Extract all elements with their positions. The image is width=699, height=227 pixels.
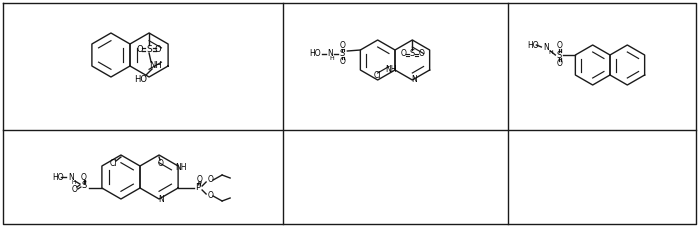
Text: O: O	[419, 49, 424, 59]
Text: O: O	[158, 158, 164, 168]
Text: O: O	[556, 42, 562, 50]
Text: O: O	[207, 175, 213, 185]
Text: O: O	[207, 192, 213, 200]
Text: O: O	[196, 175, 202, 183]
Text: O: O	[340, 42, 345, 50]
Text: S: S	[340, 49, 345, 59]
Text: S: S	[410, 49, 415, 59]
Text: NH: NH	[149, 61, 161, 69]
Text: HO: HO	[134, 74, 147, 84]
Text: O: O	[154, 44, 161, 54]
Text: S: S	[556, 50, 562, 59]
Text: N: N	[544, 44, 549, 52]
Text: O: O	[401, 49, 406, 59]
Text: NH: NH	[385, 66, 397, 74]
Text: N: N	[68, 173, 74, 183]
Text: Cl: Cl	[109, 158, 117, 168]
Text: NH: NH	[175, 163, 187, 173]
Text: O: O	[72, 185, 78, 195]
Text: O: O	[340, 57, 345, 67]
Text: H: H	[548, 50, 553, 55]
Text: H: H	[329, 57, 333, 62]
Text: N: N	[158, 195, 164, 203]
Text: N: N	[328, 49, 333, 57]
Text: P: P	[196, 183, 201, 192]
Text: Cl: Cl	[374, 71, 382, 79]
Text: H: H	[72, 180, 76, 185]
Text: N: N	[412, 76, 417, 84]
Text: HO: HO	[528, 40, 539, 49]
Text: O: O	[556, 59, 562, 69]
Text: S: S	[81, 182, 87, 190]
Text: HO: HO	[52, 173, 64, 182]
Text: S: S	[146, 44, 152, 54]
Text: HO: HO	[310, 49, 321, 59]
Text: O: O	[81, 173, 87, 182]
Text: O: O	[137, 44, 143, 54]
